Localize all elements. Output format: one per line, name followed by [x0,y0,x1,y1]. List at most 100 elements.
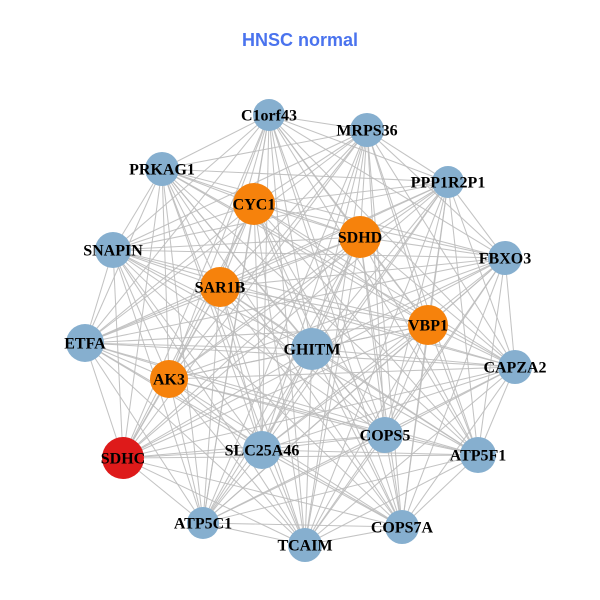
node-cops7a [385,510,419,544]
network-edge [202,286,221,524]
network-edge [311,348,479,456]
network-edge [253,203,306,546]
node-ghitm [291,328,333,370]
network-edge [268,114,506,259]
node-fbxo3 [488,241,522,275]
node-sdhc [102,437,144,479]
network-edge [366,129,429,326]
network-edge [401,366,516,528]
node-capza2 [498,350,532,384]
network-edge [447,181,516,368]
network-edge [168,378,479,456]
network-edge [112,181,449,251]
network-edge [168,129,368,380]
network-edge [122,324,429,459]
network-edge [112,236,361,251]
network-edge [122,114,270,459]
chart-title: HNSC normal [241,30,358,50]
network-edge [268,114,403,528]
network-edge [168,114,270,380]
network-edge [359,236,479,456]
network-edge [202,522,403,528]
network-edge [122,449,263,459]
network-edge [84,286,221,344]
network-edge [427,324,479,456]
network-edge [122,203,255,459]
network-edge [161,168,449,183]
network-edge [261,434,386,451]
network-edge [219,236,361,288]
network-edge [202,324,429,524]
network-edge [112,249,403,528]
network-edge [219,181,449,288]
network-edge [122,366,516,459]
network-edge [112,249,263,451]
network-edge [84,342,204,524]
network-edge [168,378,263,451]
network-edge [253,203,429,326]
network-edge [112,249,429,326]
network-edge [359,236,506,259]
network-edge [261,449,403,528]
network-edge [168,378,306,546]
network-edge [253,203,516,368]
node-sar1b [200,267,240,307]
node-atp5c1 [187,507,219,539]
node-ak3 [150,360,188,398]
network-edge [112,114,270,251]
network-edge [202,434,386,524]
network-edge [311,181,449,350]
network-edge [122,168,163,459]
node-cyc1 [233,183,275,225]
network-edge [219,286,306,546]
network-edge [84,342,403,528]
network-edge [202,129,368,524]
network-edge [304,454,479,546]
network-edge [161,168,506,259]
network-edge [304,434,386,546]
network-edge [304,348,313,546]
network-edge [122,454,479,459]
network-edge [161,168,221,288]
network-edge [112,249,124,459]
network-edge [122,348,313,459]
network-edge [168,366,516,380]
network-edge [253,203,313,350]
network-edge [268,114,449,183]
network-edge [84,203,255,344]
network-edge [219,286,429,326]
node-prkag1 [145,152,179,186]
node-mrps36 [350,113,384,147]
network-edge [161,168,170,380]
node-snapin [95,232,131,268]
network-edge [122,457,403,528]
network-edge [253,181,449,205]
network-edge [504,257,516,368]
network-edge [161,168,263,451]
network-edge [477,257,506,456]
network-edge [253,203,479,456]
network-edge [168,236,361,380]
network-edge [161,168,429,326]
network-edge [168,378,403,528]
network-edge [84,342,313,350]
network-edge [261,129,368,451]
network-edge [268,114,306,546]
network-edge [261,181,449,451]
network-edge [84,342,306,546]
network-edge [261,366,516,451]
network-edge [202,203,255,524]
network-edge [122,457,306,546]
network-edge [219,257,506,288]
network-edge [359,236,516,368]
node-atp5f1 [460,437,496,473]
network-edge [84,324,429,344]
network-edge [304,257,506,546]
network-edge [219,286,516,368]
node-c1orf43 [253,99,285,131]
network-edge [112,249,306,546]
node-slc25a46 [243,431,281,469]
network-edge [366,129,479,456]
network-edge [168,378,204,524]
